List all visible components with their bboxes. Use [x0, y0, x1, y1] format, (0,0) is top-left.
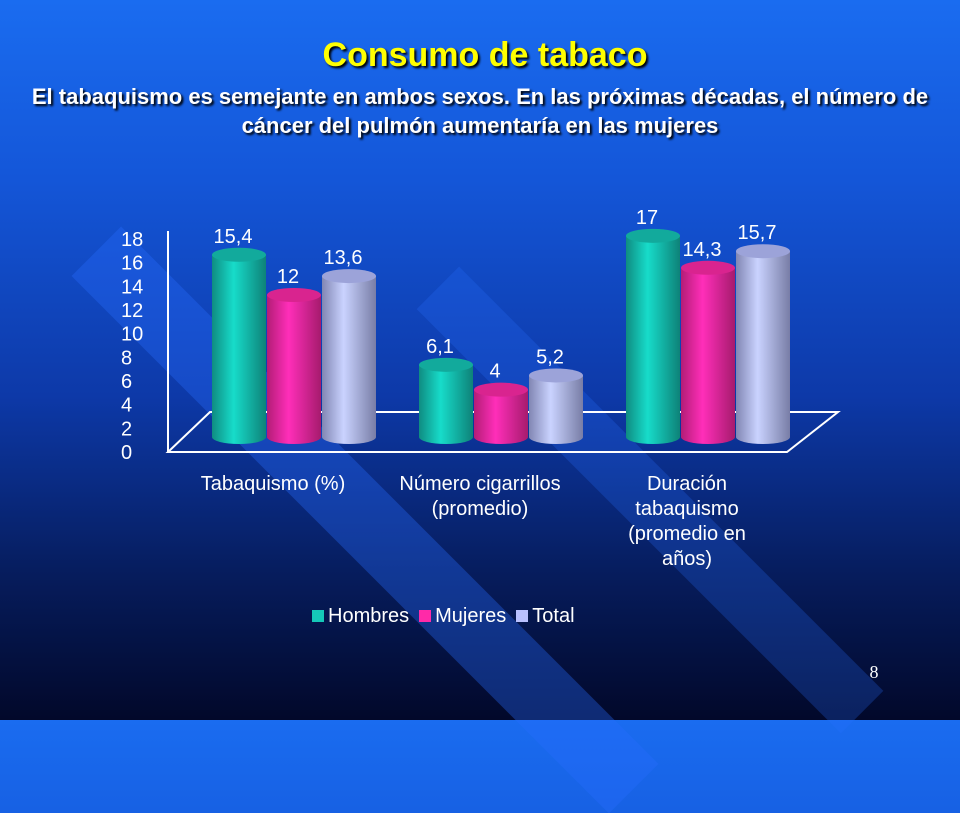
- chart-floor: [165, 411, 841, 453]
- bar-hombres-1: [419, 357, 473, 444]
- bar-body: [419, 364, 473, 444]
- bar-mujeres-1: [474, 382, 528, 444]
- legend-label: Hombres: [328, 604, 410, 627]
- y-tick-label: 10: [121, 324, 143, 346]
- legend-label: Mujeres: [435, 604, 507, 627]
- data-label: 15,4: [214, 226, 253, 248]
- data-label: 12: [277, 266, 299, 288]
- x-category-label: Tabaquismo (%): [200, 473, 346, 495]
- bar-top: [681, 260, 735, 275]
- data-label: 13,6: [324, 247, 363, 269]
- legend-item-hombres: Hombres: [312, 605, 409, 628]
- legend-swatch: [419, 610, 432, 622]
- bar-top: [212, 247, 266, 262]
- y-tick-label: 16: [121, 253, 143, 275]
- bar-top: [529, 368, 583, 383]
- legend-label: Total: [532, 604, 575, 627]
- slide-subtitle: El tabaquismo es semejante en ambos sexo…: [31, 84, 929, 138]
- bar-body: [626, 235, 680, 444]
- data-label: 5,2: [536, 346, 564, 368]
- legend-item-total: Total: [516, 604, 575, 628]
- bar-body: [322, 276, 376, 444]
- bar-hombres-2: [626, 228, 680, 444]
- y-tick-label: 2: [121, 418, 132, 440]
- y-tick-label: 4: [121, 395, 132, 417]
- data-label: 15,7: [738, 222, 777, 244]
- y-tick-label: 6: [121, 371, 132, 393]
- bar-top: [736, 244, 790, 259]
- legend-swatch: [516, 610, 529, 622]
- bar-mujeres-0: [267, 288, 321, 444]
- y-tick-label: 14: [121, 276, 143, 298]
- chart-legend: Hombres Mujeres Total: [312, 602, 658, 630]
- data-label: 6,1: [426, 336, 454, 358]
- bar-body: [474, 389, 528, 444]
- bar-body: [736, 251, 790, 444]
- data-label: 17: [636, 207, 658, 229]
- data-label: 4: [489, 361, 500, 383]
- bar-top: [267, 288, 321, 302]
- x-category-label: Número cigarrillos (promedio): [399, 473, 561, 520]
- bar-hombres-0: [212, 247, 266, 444]
- slide-title: Consumo de tabaco: [322, 36, 648, 74]
- x-category-label: Duración tabaquismo (promedio en años): [628, 473, 746, 570]
- page-number: 8: [869, 662, 879, 682]
- bar-total-0: [322, 269, 376, 444]
- bar-body: [212, 254, 266, 444]
- legend-swatch: [312, 610, 324, 622]
- bar-body: [267, 295, 321, 444]
- y-tick-label: 8: [121, 347, 132, 369]
- data-label: 14,3: [683, 239, 722, 261]
- bar-body: [681, 267, 735, 444]
- bar-top: [626, 228, 680, 243]
- bar-top: [474, 382, 528, 397]
- bar-top: [419, 357, 473, 372]
- y-tick-label: 18: [121, 229, 143, 251]
- bar-total-1: [529, 368, 583, 444]
- bar-top: [322, 269, 376, 284]
- bar-total-2: [736, 244, 790, 444]
- bar-body: [529, 375, 583, 444]
- y-tick-label: 0: [121, 442, 132, 464]
- y-tick-label: 12: [121, 300, 143, 322]
- bar-mujeres-2: [681, 260, 735, 444]
- legend-item-mujeres: Mujeres: [419, 605, 506, 628]
